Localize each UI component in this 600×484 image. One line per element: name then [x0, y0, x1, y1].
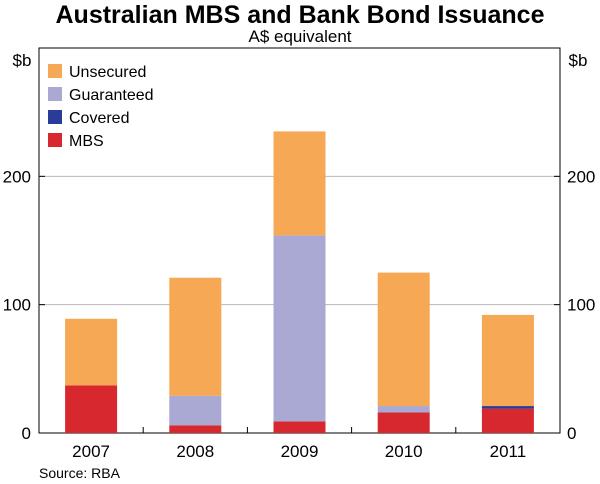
- y-axis-label-left: $b: [13, 51, 32, 70]
- y-tick-label-right: 100: [567, 296, 595, 315]
- bar-segment-mbs-2010: [377, 412, 430, 433]
- y-axis-right: 0 100 200: [554, 167, 595, 443]
- x-tick-label: 2011: [490, 442, 527, 461]
- y-axis-left: 0 100 200: [3, 167, 45, 443]
- chart-subtitle: A$ equivalent: [248, 27, 352, 46]
- source-note: Source: RBA: [39, 465, 120, 481]
- y-tick-label-left: 0: [22, 424, 31, 443]
- bar-segment-mbs-2009: [273, 421, 326, 433]
- y-tick-label-right: 0: [567, 424, 576, 443]
- y-tick-label-left: 200: [3, 167, 31, 186]
- legend: Unsecured Guaranteed Covered MBS: [48, 64, 154, 150]
- y-tick-label-right: 200: [567, 167, 595, 186]
- y-axis-label-right: $b: [569, 51, 588, 70]
- bar-segment-unsecured-2007: [65, 318, 118, 386]
- y-tick-label-left: 100: [3, 296, 31, 315]
- bar-segment-mbs-2011: [481, 408, 534, 433]
- x-tick-label: 2010: [385, 442, 423, 461]
- legend-swatch-covered: [48, 110, 62, 124]
- x-tick-label: 2007: [72, 442, 110, 461]
- bar-segment-unsecured-2011: [481, 314, 534, 407]
- x-tick-label: 2008: [176, 442, 214, 461]
- bar-segment-guaranteed-2008: [169, 395, 222, 426]
- legend-label-unsecured: Unsecured: [69, 64, 146, 81]
- bar-segment-covered-2011: [481, 406, 534, 409]
- legend-label-guaranteed: Guaranteed: [69, 87, 154, 104]
- x-axis: 2007 2008 2009 2010 2011: [72, 427, 526, 461]
- bar-segment-guaranteed-2010: [377, 406, 430, 413]
- legend-swatch-unsecured: [48, 64, 62, 78]
- chart-title: Australian MBS and Bank Bond Issuance: [55, 1, 545, 29]
- x-tick-label: 2009: [281, 442, 319, 461]
- bar-segment-mbs-2008: [169, 425, 222, 433]
- bar-segment-unsecured-2010: [377, 272, 430, 407]
- legend-swatch-mbs: [48, 133, 62, 147]
- legend-label-covered: Covered: [69, 110, 129, 127]
- legend-swatch-guaranteed: [48, 87, 62, 101]
- bar-segment-unsecured-2008: [169, 277, 222, 396]
- bar-segment-mbs-2007: [65, 385, 118, 433]
- bars: [65, 131, 534, 433]
- bar-segment-guaranteed-2009: [273, 235, 326, 422]
- legend-label-mbs: MBS: [69, 133, 104, 150]
- bar-segment-unsecured-2009: [273, 131, 326, 236]
